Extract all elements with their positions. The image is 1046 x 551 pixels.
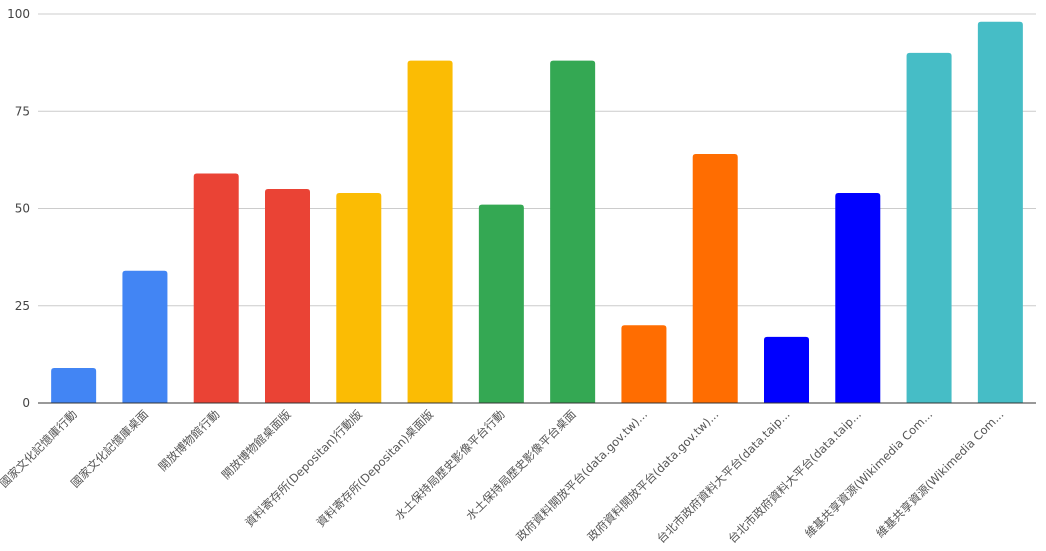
bar xyxy=(764,336,809,403)
bar xyxy=(835,192,881,403)
x-tick-label: 維基共享資源(Wikimedia Com... xyxy=(802,407,935,540)
bar xyxy=(478,204,524,403)
x-tick-label: 開放博物館行動 xyxy=(156,407,223,474)
x-tick-label: 台北市政府資料大平台(data.taip... xyxy=(654,407,793,546)
bar xyxy=(621,325,667,403)
y-tick-label: 50 xyxy=(15,202,30,216)
x-tick-label: 政府資料開放平台(data.gov.tw)... xyxy=(513,407,650,544)
y-tick-label: 25 xyxy=(15,299,30,313)
x-tick-label: 政府資料開放平台(data.gov.tw)... xyxy=(585,407,722,544)
bars xyxy=(51,21,1023,404)
y-tick-label: 75 xyxy=(15,104,30,118)
x-tick-label: 維基共享資源(Wikimedia Com... xyxy=(873,407,1006,540)
y-tick-label: 0 xyxy=(22,396,30,410)
x-tick-label: 資料寄存所(Depositan)行動版 xyxy=(242,407,365,530)
bar xyxy=(193,173,239,403)
bar xyxy=(977,21,1023,404)
bar xyxy=(51,367,97,403)
bar xyxy=(336,192,382,403)
bar xyxy=(906,52,952,404)
y-tick-label: 100 xyxy=(7,7,30,21)
gridlines xyxy=(38,13,1036,307)
bar xyxy=(265,189,310,403)
x-tick-label: 國家文化記憶庫桌面 xyxy=(68,407,151,490)
bar xyxy=(122,270,168,403)
bar xyxy=(550,60,596,404)
axes: 0 25 50 75 100 xyxy=(7,7,1036,410)
bar xyxy=(407,60,453,404)
x-tick-label: 國家文化記憶庫行動 xyxy=(0,407,80,490)
x-tick-label: 資料寄存所(Depositan)桌面版 xyxy=(314,407,437,530)
x-tick-label: 台北市政府資料大平台(data.taip... xyxy=(725,407,864,546)
x-tick-label: 開放博物館桌面版 xyxy=(219,407,294,482)
bar xyxy=(692,154,738,403)
